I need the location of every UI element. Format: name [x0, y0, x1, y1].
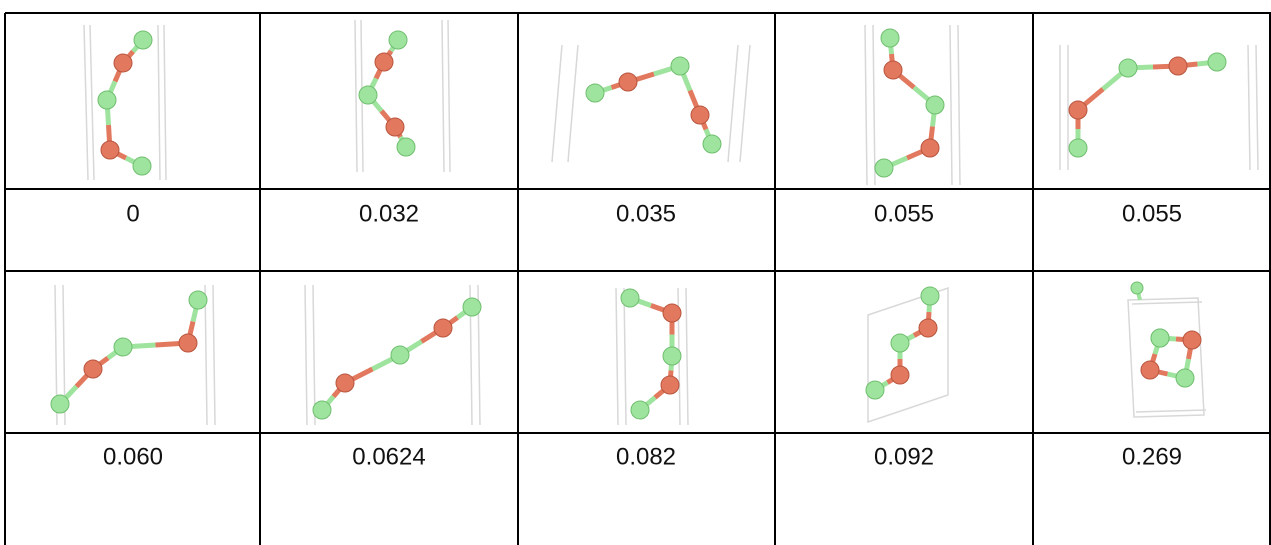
- atom: [84, 360, 102, 378]
- atom: [359, 86, 377, 104]
- atom: [926, 96, 944, 114]
- atom: [663, 347, 681, 365]
- atom: [134, 31, 152, 49]
- atom: [51, 395, 69, 413]
- value-cell: 0.055: [874, 200, 934, 227]
- page: 0 0.032 0.035 0.055 0.055 0.060 0.0624 0.082 0.0…: [0, 0, 1271, 545]
- atom: [891, 334, 909, 352]
- atom: [663, 304, 681, 322]
- results-table: 0 0.032 0.035 0.055 0.055 0.060 0.0624 0.082 0.0…: [0, 0, 1271, 545]
- value-cell: 0.060: [103, 443, 163, 470]
- atom: [375, 53, 393, 71]
- atom: [881, 29, 899, 47]
- atom: [189, 291, 207, 309]
- atom: [921, 287, 939, 305]
- value-cell: 0.092: [874, 443, 934, 470]
- atom: [1131, 282, 1143, 294]
- atom: [884, 61, 902, 79]
- atom: [921, 139, 939, 157]
- atom: [313, 401, 331, 419]
- atom: [891, 366, 909, 384]
- atom: [101, 141, 119, 159]
- atom: [1069, 101, 1087, 119]
- atom: [1151, 329, 1169, 347]
- atom: [1141, 361, 1159, 379]
- atom: [1176, 369, 1194, 387]
- atom: [586, 84, 604, 102]
- atom: [114, 54, 132, 72]
- value-cell: 0.055: [1122, 200, 1182, 227]
- atom: [1069, 139, 1087, 157]
- atom: [1169, 57, 1187, 75]
- value-cell: 0.035: [616, 200, 676, 227]
- value-cell: 0.0624: [352, 443, 425, 470]
- value-cell: 0.082: [616, 443, 676, 470]
- atom: [671, 57, 689, 75]
- atom: [691, 106, 709, 124]
- atom: [1119, 59, 1137, 77]
- atom: [133, 157, 151, 175]
- atom: [919, 319, 937, 337]
- atom: [397, 138, 415, 156]
- atom: [386, 118, 404, 136]
- atom: [389, 31, 407, 49]
- atom: [875, 159, 893, 177]
- atom: [336, 374, 354, 392]
- atom: [661, 376, 679, 394]
- cell-frame: [1060, 45, 1258, 170]
- atom: [621, 289, 639, 307]
- atom: [1183, 331, 1201, 349]
- atom: [619, 73, 637, 91]
- atom: [631, 401, 649, 419]
- atom: [866, 381, 884, 399]
- atom: [463, 298, 481, 316]
- atom: [391, 346, 409, 364]
- atom: [1208, 53, 1226, 71]
- atom: [179, 334, 197, 352]
- atom: [703, 135, 721, 153]
- value-cell: 0.269: [1122, 443, 1182, 470]
- value-cell: 0: [126, 200, 139, 227]
- atom: [434, 319, 452, 337]
- atom: [98, 91, 116, 109]
- atom: [114, 338, 132, 356]
- cell-frame: [1128, 298, 1206, 417]
- value-cells: 0 0.032 0.035 0.055 0.055 0.060 0.0624 0.082 0.0…: [103, 200, 1182, 470]
- cell-frame: [868, 288, 948, 422]
- value-cell: 0.032: [359, 200, 419, 227]
